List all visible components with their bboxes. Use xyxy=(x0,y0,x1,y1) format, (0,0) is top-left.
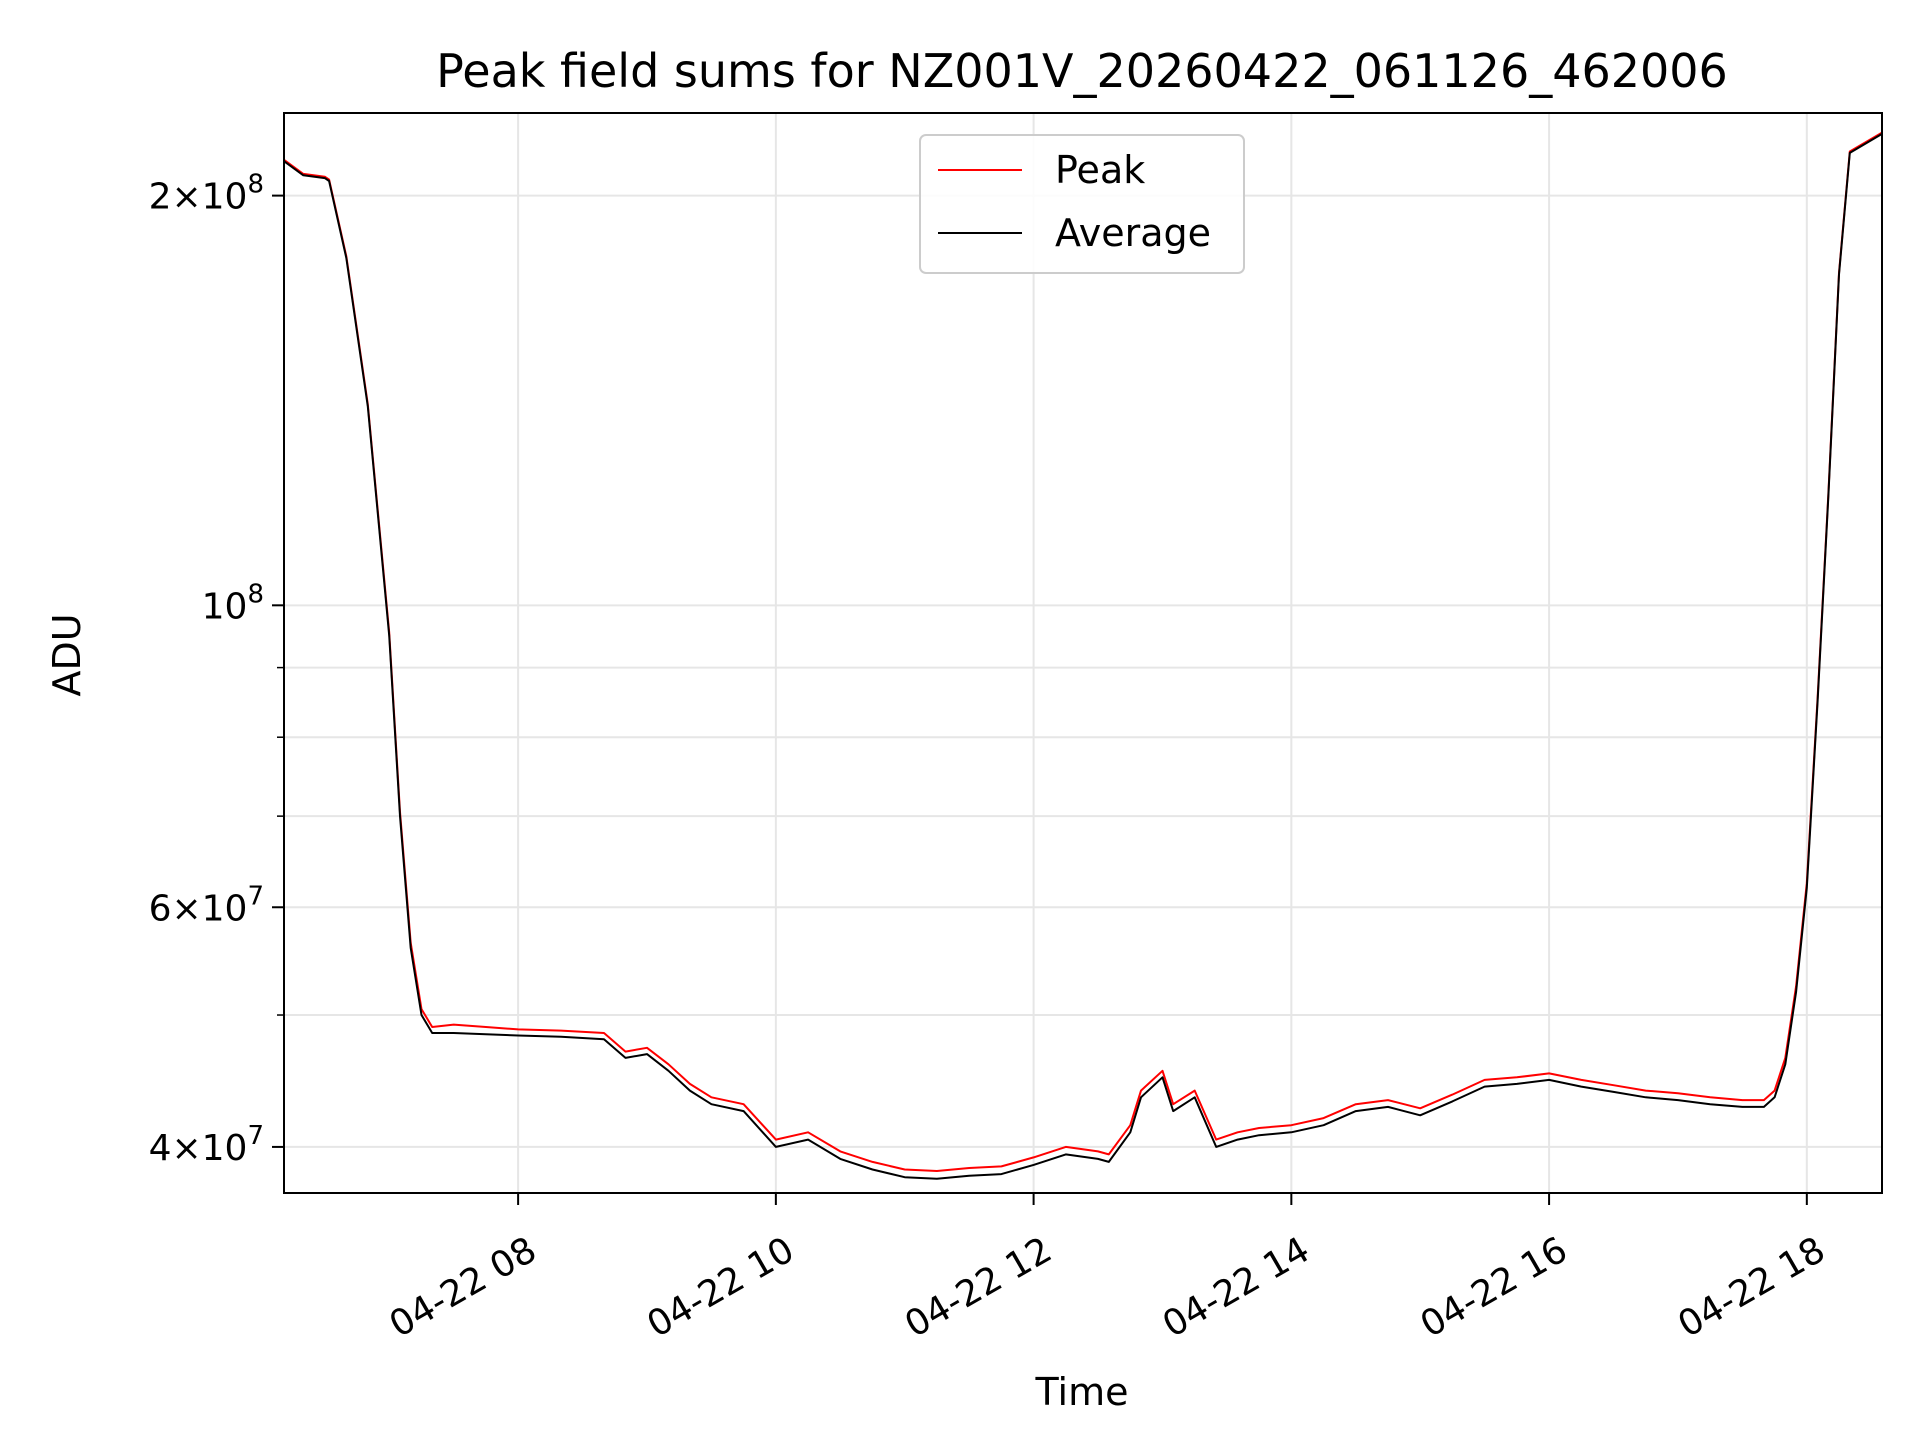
y-tick-label: 2×108 xyxy=(149,170,264,218)
series-line-average xyxy=(283,133,1883,1180)
plot-frame xyxy=(283,112,1883,1194)
series-line-peak xyxy=(283,131,1883,1172)
series-layer xyxy=(283,131,1883,1180)
y-axis-label: ADU xyxy=(45,613,89,696)
x-axis-label: Time xyxy=(1035,1370,1129,1414)
legend-average-label: Average xyxy=(1055,211,1211,255)
chart-title: Peak field sums for NZ001V_20260422_0611… xyxy=(436,44,1728,98)
legend-peak-label: Peak xyxy=(1055,148,1145,192)
legend: Peak Average xyxy=(919,134,1245,274)
y-tick-label: 108 xyxy=(202,579,264,627)
y-axis-ticks: 4×107 6×107 108 2×108 xyxy=(149,170,284,1169)
y-tick-label: 6×107 xyxy=(149,881,264,929)
y-tick-label: 4×107 xyxy=(149,1121,264,1169)
